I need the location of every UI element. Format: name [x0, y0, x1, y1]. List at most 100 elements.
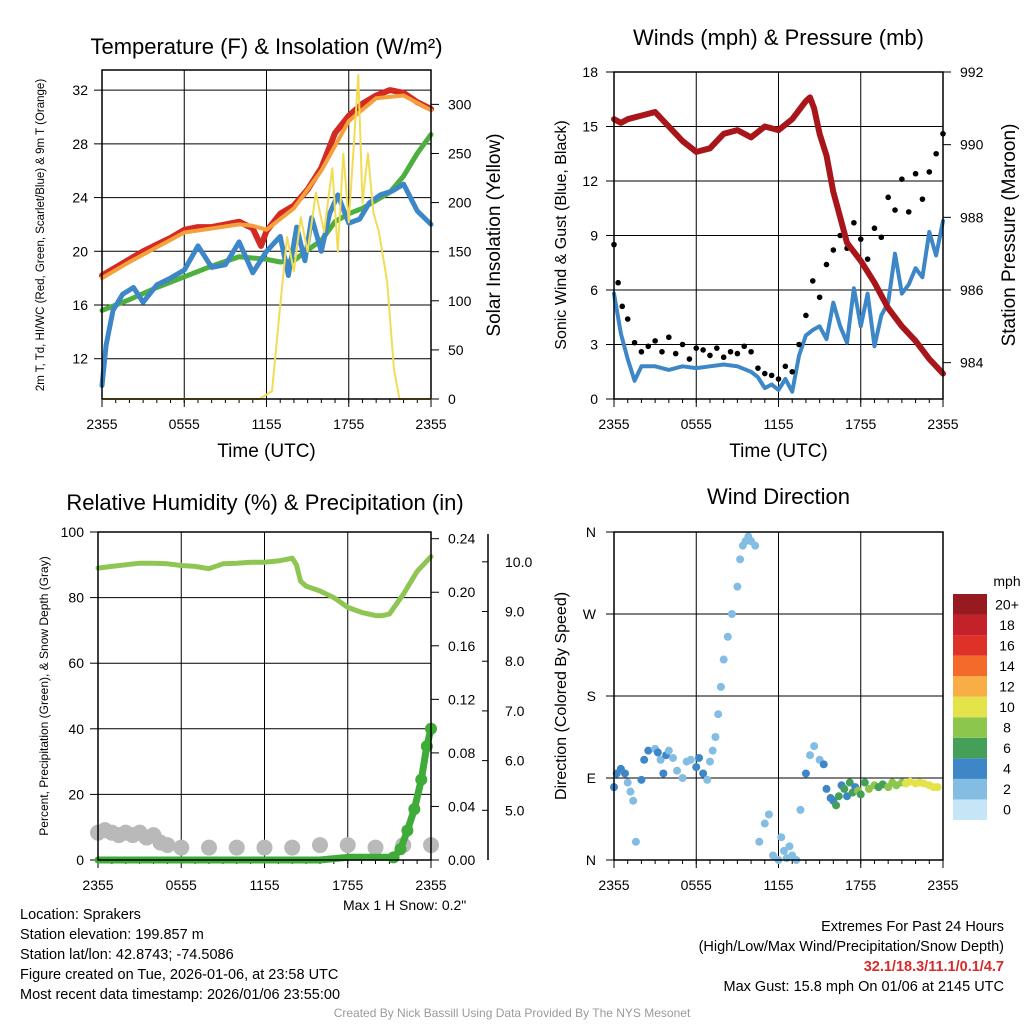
gust-point — [686, 356, 693, 362]
snow-depth-point — [312, 837, 328, 854]
gust-point — [816, 294, 823, 301]
gust-point — [768, 372, 775, 379]
direction-point — [845, 778, 854, 787]
humidity-x-tick-label: 2355 — [415, 877, 446, 893]
temp-y-tick-label: 24 — [72, 190, 88, 206]
colorbar-label: 0 — [1003, 802, 1011, 818]
direction-point — [705, 757, 714, 766]
snow-depth-point — [173, 839, 190, 856]
winds-y2-axis-label: Station Pressure (Maroon) — [999, 124, 1020, 347]
direction-point — [860, 778, 869, 787]
extremes-values: 32.1/18.3/11.1/0.1/4.7 — [863, 959, 1004, 975]
temp-x-tick-label: 1755 — [333, 416, 364, 432]
direction-point — [810, 742, 819, 751]
temp-y2-tick-label: 150 — [448, 244, 472, 260]
gust-point — [631, 339, 638, 346]
direction-x-tick-label: 2355 — [598, 877, 629, 893]
gust-point — [645, 343, 652, 350]
direction-point — [620, 769, 629, 778]
winds-x-tick-label: 2355 — [598, 416, 629, 432]
temp-y-axis-label: 2m T, Td, HI/WC (Red, Green, Scarlet/Blu… — [35, 79, 47, 391]
direction-point — [834, 792, 843, 801]
direction-point — [822, 784, 831, 793]
humidity-x-tick-label: 0555 — [166, 877, 197, 893]
gust-point — [619, 303, 626, 310]
direction-y-axis-label: Direction (Colored By Speed) — [553, 592, 570, 800]
direction-chart-title: Wind Direction — [707, 484, 850, 509]
direction-point — [703, 775, 712, 784]
precip-point — [415, 773, 428, 786]
humidity-y-tick-label: 20 — [68, 786, 84, 802]
humidity-line — [95, 554, 434, 619]
temp-x-tick-label: 2355 — [86, 416, 117, 432]
snow-depth-point — [228, 839, 245, 856]
snow-axis-tick-label: 6.0 — [505, 753, 525, 769]
winds-x-tick-label: 1155 — [763, 416, 793, 432]
colorbar-label: 8 — [1003, 720, 1011, 736]
winds-y-tick-label: 0 — [590, 391, 598, 407]
gust-point — [796, 341, 802, 348]
snow-depth-point — [159, 837, 176, 854]
gust-point — [892, 207, 898, 213]
winds-chart-title: Winds (mph) & Pressure (mb) — [633, 25, 924, 50]
gust-point — [615, 279, 621, 286]
temp-series-line — [100, 93, 433, 281]
winds-y-tick-label: 12 — [582, 173, 598, 189]
gust-point — [878, 234, 885, 241]
colorbar-swatch — [953, 758, 987, 779]
winds-y2-tick-label: 992 — [960, 64, 984, 80]
winds-x-tick-label: 0555 — [681, 416, 712, 432]
gust-point — [919, 196, 926, 202]
precip-point — [401, 824, 414, 837]
location-text: Location: Sprakers — [20, 907, 141, 923]
snow-depth-point — [284, 839, 301, 856]
direction-point — [714, 710, 723, 719]
direction-point — [640, 755, 649, 764]
precip-axis-tick-label: 0.08 — [448, 745, 475, 761]
humidity-y-axis-label: Percent, Precipitation (Green), & Snow D… — [37, 556, 51, 835]
snow-axis-tick-label: 10.0 — [505, 554, 532, 570]
precip-axis-tick-label: 0.00 — [448, 852, 475, 868]
direction-point — [755, 837, 764, 846]
gust-point — [714, 345, 720, 351]
temp-plot-frame — [101, 69, 432, 400]
direction-point — [736, 555, 745, 564]
direction-y-tick-label: E — [587, 770, 596, 786]
gust-point — [912, 170, 919, 177]
gust-point — [803, 312, 809, 319]
direction-point — [656, 755, 665, 764]
gust-point — [755, 365, 761, 371]
gust-point — [748, 348, 754, 355]
direction-point — [801, 769, 810, 778]
precip-axis-tick-label: 0.24 — [448, 531, 475, 547]
temp-series-line — [101, 73, 432, 400]
colorbar-label: 20+ — [995, 596, 1019, 612]
gust-point — [700, 347, 706, 353]
gust-point — [782, 363, 789, 370]
precip-point — [394, 843, 407, 856]
direction-point — [653, 748, 662, 757]
gust-point — [624, 316, 631, 322]
colorbar-label: 18 — [999, 617, 1015, 633]
humidity-y-tick-label: 0 — [76, 852, 84, 868]
gust-point — [864, 256, 871, 262]
colorbar-label: 10 — [999, 699, 1015, 715]
direction-point — [692, 763, 701, 772]
snow-axis-tick-label: 7.0 — [505, 703, 525, 719]
colorbar-swatch — [953, 696, 987, 718]
station-info: Location: Sprakers Station elevation: 19… — [20, 905, 340, 1005]
gust-point — [823, 261, 830, 268]
elevation-text: Station elevation: 199.857 m — [20, 927, 204, 943]
direction-point — [779, 846, 788, 855]
winds-x-tick-label: 2355 — [927, 416, 958, 432]
gust-point — [666, 334, 672, 341]
direction-point — [711, 733, 720, 741]
direction-point — [719, 655, 728, 664]
snow-depth-point — [367, 839, 384, 856]
temp-y-tick-label: 28 — [72, 136, 88, 152]
direction-point — [819, 760, 828, 769]
direction-point — [631, 837, 640, 846]
direction-x-tick-label: 1755 — [845, 877, 876, 893]
gust-point — [851, 219, 857, 226]
gust-point — [761, 370, 768, 377]
